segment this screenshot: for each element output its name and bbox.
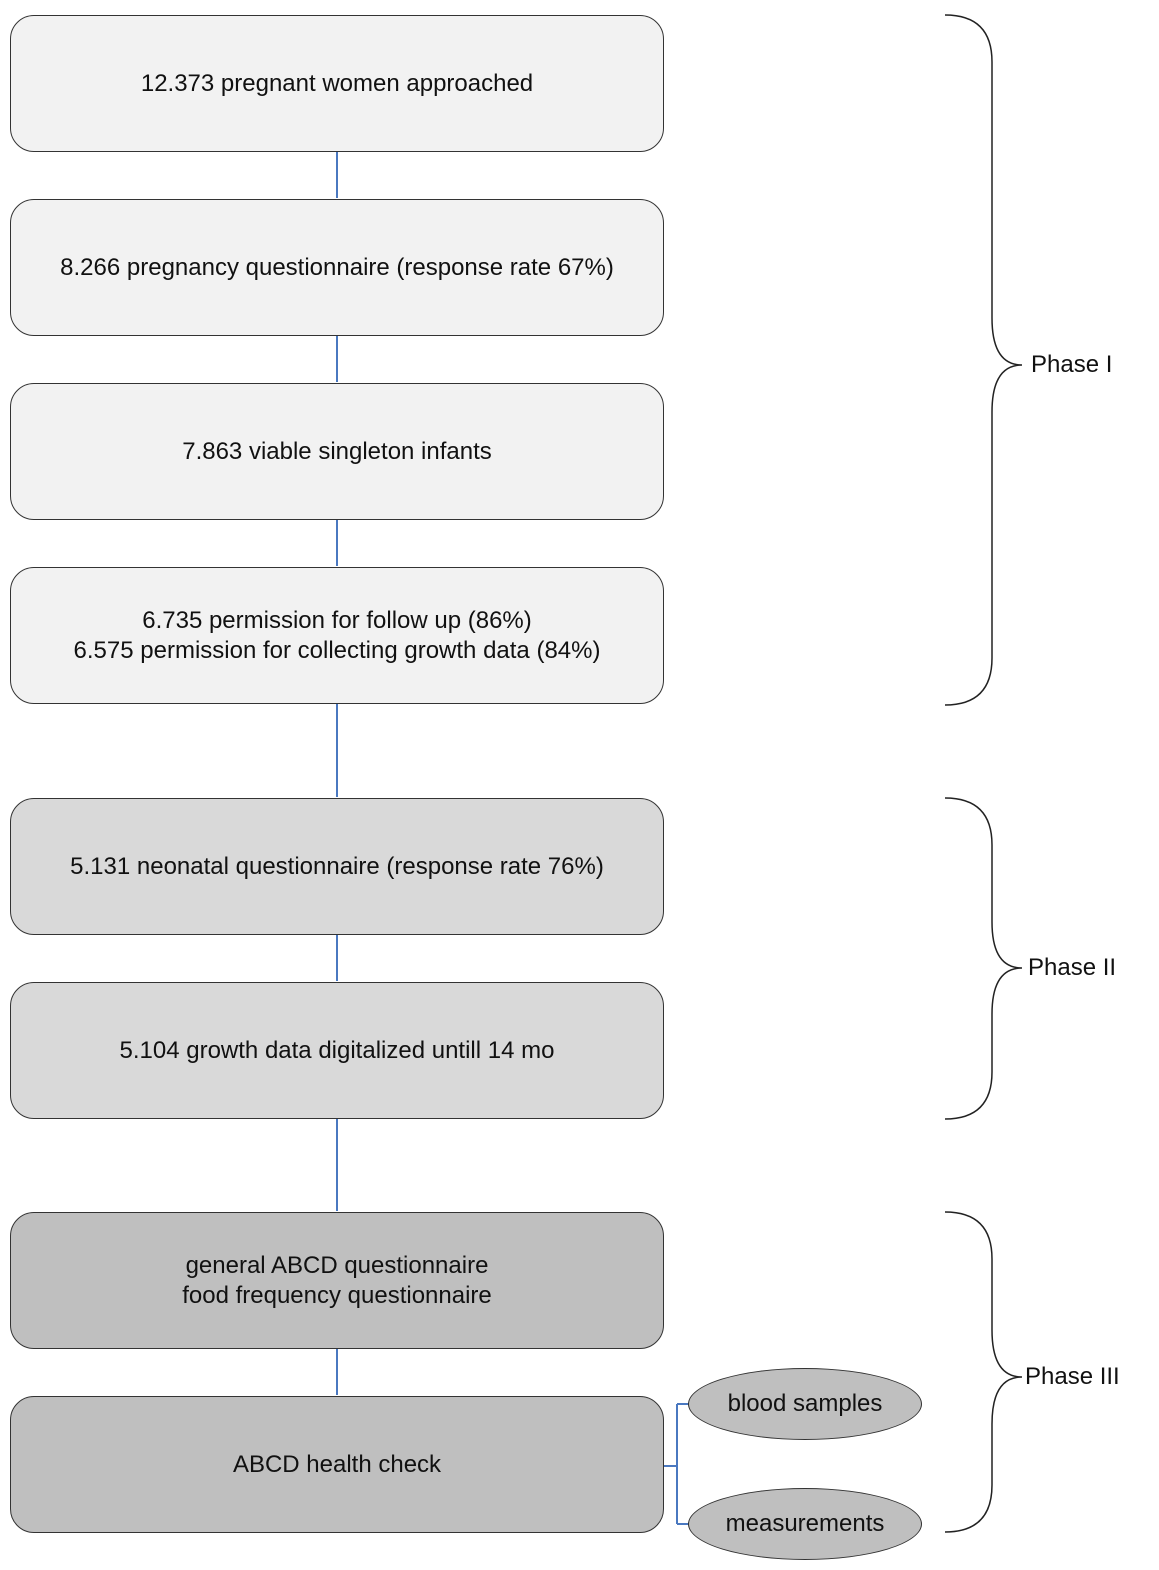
brace-phase-3 xyxy=(944,1211,1023,1533)
box-text-line: 6.575 permission for collecting growth d… xyxy=(73,636,601,664)
box-abcd-health-check: ABCD health check xyxy=(10,1396,664,1533)
box-text-line: ABCD health check xyxy=(232,1450,442,1478)
box-text-line: 5.131 neonatal questionnaire (response r… xyxy=(70,852,604,880)
connector-phase1-phase2 xyxy=(336,704,338,797)
box-neonatal-questionnaire: 5.131 neonatal questionnaire (response r… xyxy=(10,798,664,935)
box-text-line: 6.735 permission for follow up (86%) xyxy=(142,606,532,634)
oval-label: blood samples xyxy=(727,1390,883,1417)
connector-5-6 xyxy=(336,935,338,981)
phase-label-2: Phase II xyxy=(1028,954,1117,981)
connector-2-3 xyxy=(336,336,338,382)
brace-phase-2 xyxy=(944,797,1023,1120)
box-pregnancy-questionnaire: 8.266 pregnancy questionnaire (response … xyxy=(10,199,664,336)
phase-label-1: Phase I xyxy=(1031,351,1113,378)
phase-label-3: Phase III xyxy=(1025,1363,1120,1390)
connector-3-4 xyxy=(336,520,338,566)
box-text-line: food frequency questionnaire xyxy=(182,1281,492,1309)
health-check-branch xyxy=(664,1403,690,1525)
box-text-line: 12.373 pregnant women approached xyxy=(140,69,534,97)
oval-label: measurements xyxy=(725,1510,885,1537)
connector-phase2-phase3 xyxy=(336,1119,338,1211)
connector-7-8 xyxy=(336,1349,338,1395)
oval-blood-samples: blood samples xyxy=(688,1368,922,1440)
box-text-line: 5.104 growth data digitalized untill 14 … xyxy=(119,1036,555,1064)
connector-1-2 xyxy=(336,152,338,198)
box-abcd-questionnaires: general ABCD questionnaire food frequenc… xyxy=(10,1212,664,1349)
box-text-line: 7.863 viable singleton infants xyxy=(182,437,492,465)
box-text-line: 8.266 pregnancy questionnaire (response … xyxy=(60,253,614,281)
box-growth-data-digitalized: 5.104 growth data digitalized untill 14 … xyxy=(10,982,664,1119)
brace-phase-1 xyxy=(944,14,1023,706)
box-pregnant-women-approached: 12.373 pregnant women approached xyxy=(10,15,664,152)
box-permissions: 6.735 permission for follow up (86%) 6.5… xyxy=(10,567,664,704)
box-text-line: general ABCD questionnaire xyxy=(185,1251,489,1279)
box-viable-singleton-infants: 7.863 viable singleton infants xyxy=(10,383,664,520)
oval-measurements: measurements xyxy=(688,1488,922,1560)
